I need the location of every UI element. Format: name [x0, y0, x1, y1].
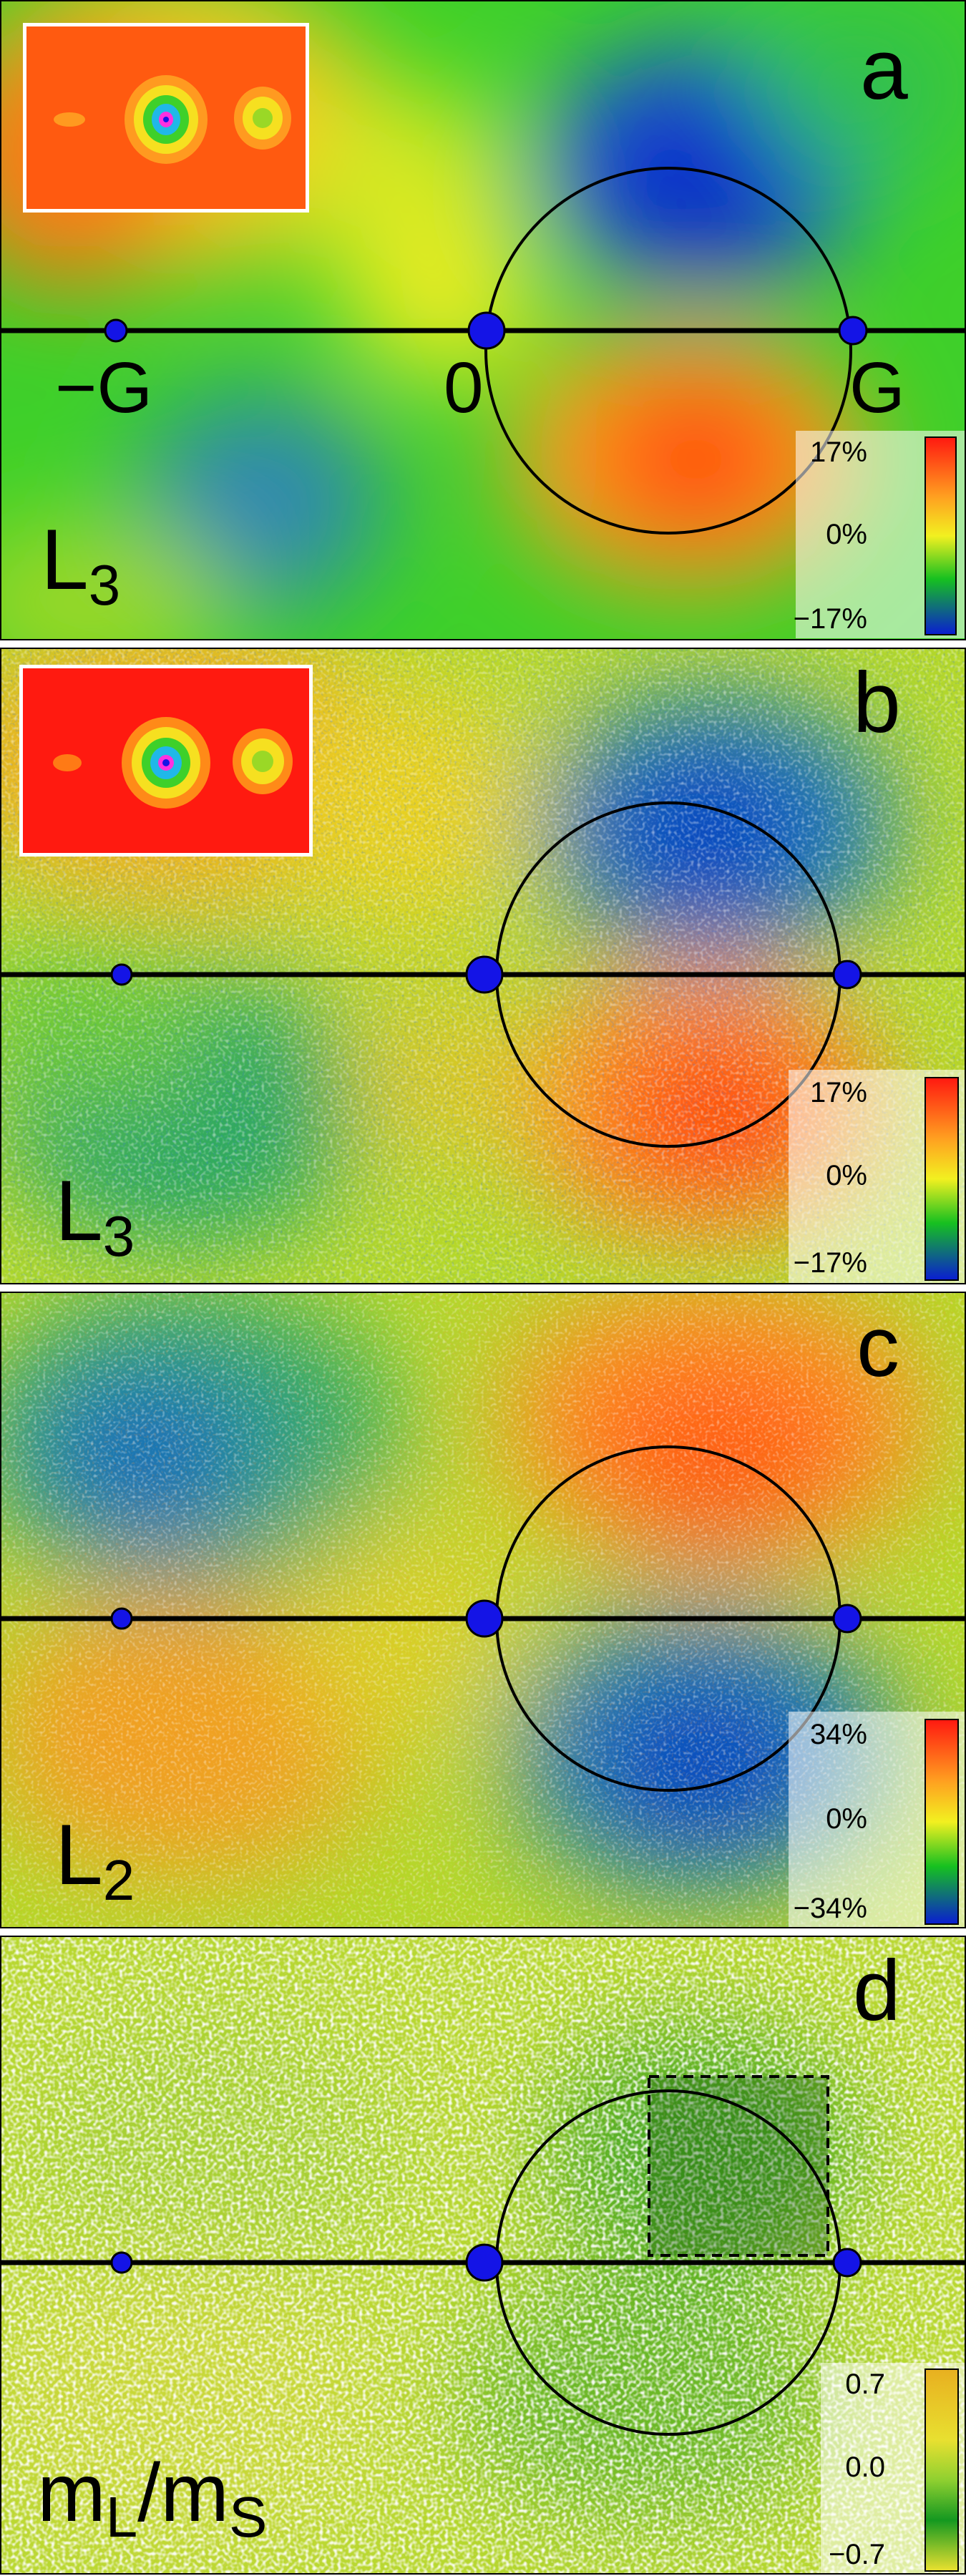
- colorbar-min-d: −0.7: [829, 2539, 885, 2570]
- dashed-region: [648, 2075, 829, 2257]
- panel-b: b L3 17% 0% −17%: [0, 648, 966, 1284]
- axis-label--g: −G: [55, 348, 153, 428]
- element-label-l3-b: L3: [55, 1168, 135, 1265]
- element-subscript: L: [105, 2485, 138, 2549]
- element-symbol: L: [55, 1163, 103, 1259]
- colorbar-max-b: 17%: [809, 1077, 867, 1108]
- reciprocal-point-0: [465, 955, 504, 994]
- colorbar-gradient-d: [924, 2368, 959, 2572]
- panel-a: a −G 0 G L3 17% 0% −17%: [0, 0, 966, 640]
- colorbar-min-c: −34%: [793, 1893, 867, 1924]
- element-label-l2-c: L2: [55, 1812, 135, 1909]
- colorbar-max-a: 17%: [809, 436, 867, 468]
- axis-label-0: 0: [444, 348, 484, 428]
- colorbar-gradient-b: [924, 1077, 959, 1281]
- element-subscript: 3: [88, 553, 121, 617]
- element-symbol: L: [41, 512, 89, 608]
- element-symbol: L: [55, 1807, 103, 1903]
- element-subscript-2: S: [229, 2485, 268, 2549]
- panel-letter-b: b: [853, 655, 901, 751]
- reciprocal-point--g: [110, 2251, 133, 2274]
- panel-letter-d: d: [853, 1943, 901, 2039]
- reciprocal-point-0: [465, 1599, 504, 1638]
- colorbar-c: 34% 0% −34%: [789, 1712, 965, 1927]
- element-label-ml-ms: mL/mS: [37, 2452, 267, 2546]
- element-subscript: 3: [102, 1204, 135, 1268]
- colorbar-gradient-c: [924, 1719, 959, 1925]
- colorbar-gradient-a: [924, 436, 957, 635]
- colorbar-mid-b: 0%: [826, 1160, 867, 1191]
- reciprocal-point-g: [832, 2248, 862, 2278]
- colorbar-b: 17% 0% −17%: [789, 1070, 965, 1283]
- colorbar-d: 0.7 0.0 −0.7: [821, 2363, 965, 2573]
- panel-d: d mL/mS 0.7 0.0 −0.7: [0, 1936, 966, 2575]
- reciprocal-point-0: [467, 311, 506, 350]
- inset-xmcd-pattern-b: [19, 665, 313, 857]
- panel-c: c L2 34% 0% −34%: [0, 1292, 966, 1928]
- element-label-l3-a: L3: [41, 517, 120, 614]
- colorbar-min-a: −17%: [793, 603, 867, 635]
- element-ratio: /m: [137, 2447, 230, 2539]
- colorbar-max-d: 0.7: [845, 2368, 885, 2400]
- inset-xmcd-pattern-a: [23, 23, 309, 213]
- reciprocal-point--g: [110, 963, 133, 986]
- panel-d-map: [1, 1937, 965, 2573]
- reciprocal-point--g: [110, 1607, 133, 1630]
- colorbar-a: 17% 0% −17%: [794, 431, 965, 638]
- element-symbol: m: [37, 2447, 106, 2539]
- element-subscript: 2: [102, 1848, 135, 1912]
- reciprocal-point--g: [104, 318, 128, 343]
- panel-c-map: [1, 1293, 965, 1927]
- panel-letter-c: c: [857, 1299, 899, 1395]
- axis-label-g: G: [849, 348, 905, 428]
- colorbar-mid-c: 0%: [826, 1803, 867, 1835]
- colorbar-max-c: 34%: [809, 1719, 867, 1750]
- colorbar-mid-d: 0.0: [845, 2451, 885, 2483]
- reciprocal-point-g: [832, 1604, 862, 1634]
- reciprocal-point-g: [838, 316, 868, 346]
- reciprocal-point-0: [465, 2243, 504, 2282]
- panel-letter-a: a: [860, 21, 908, 117]
- colorbar-min-b: −17%: [793, 1247, 867, 1279]
- reciprocal-point-g: [832, 960, 862, 990]
- colorbar-mid-a: 0%: [826, 519, 867, 550]
